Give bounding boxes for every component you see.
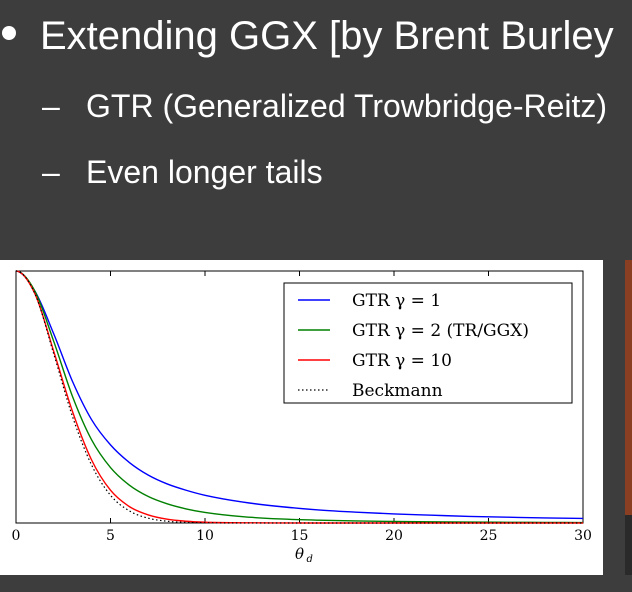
x-tick-label: 10 bbox=[196, 528, 214, 544]
series-line-1 bbox=[15, 270, 584, 520]
x-axis-label: θ bbox=[295, 545, 304, 563]
legend-label-3: GTR γ = 10 bbox=[352, 351, 452, 371]
x-axis-label-subscript: d bbox=[307, 554, 313, 565]
x-tick-label: 25 bbox=[480, 528, 498, 544]
x-tick-label: 0 bbox=[12, 528, 21, 544]
image-edge bbox=[625, 260, 632, 515]
legend-label-1: GTR γ = 1 bbox=[352, 291, 441, 311]
series-line-4 bbox=[15, 270, 583, 524]
dash-icon: – bbox=[42, 154, 60, 190]
main-bullet-text: Extending GGX [by Brent Burley bbox=[40, 14, 614, 58]
series-line-2 bbox=[15, 270, 584, 524]
image-edge-dark bbox=[625, 515, 632, 575]
sub-bullet-1-text: GTR (Generalized Trowbridge-Reitz) bbox=[86, 88, 608, 124]
x-tick-label: 30 bbox=[574, 528, 592, 544]
x-tick-label: 20 bbox=[385, 528, 403, 544]
legend-box bbox=[283, 282, 573, 404]
sub-bullet-2-text: Even longer tails bbox=[86, 154, 323, 190]
bullet-dot-icon bbox=[2, 26, 16, 40]
x-tick-label: 15 bbox=[291, 528, 309, 544]
dash-icon: – bbox=[42, 88, 60, 124]
legend-label-2: GTR γ = 2 (TR/GGX) bbox=[352, 321, 529, 341]
line-chart: 0 5 10 15 20 25 30 θ d GTR γ = 1 GTR γ = 2 (TR/GGX… bbox=[12, 270, 592, 565]
x-tick-label: 5 bbox=[106, 528, 115, 544]
chart-figure: 0 5 10 15 20 25 30 θ d GTR γ = 1 GTR γ = 2 (TR/GGX… bbox=[0, 260, 603, 575]
legend-label-4: Beckmann bbox=[352, 381, 443, 401]
